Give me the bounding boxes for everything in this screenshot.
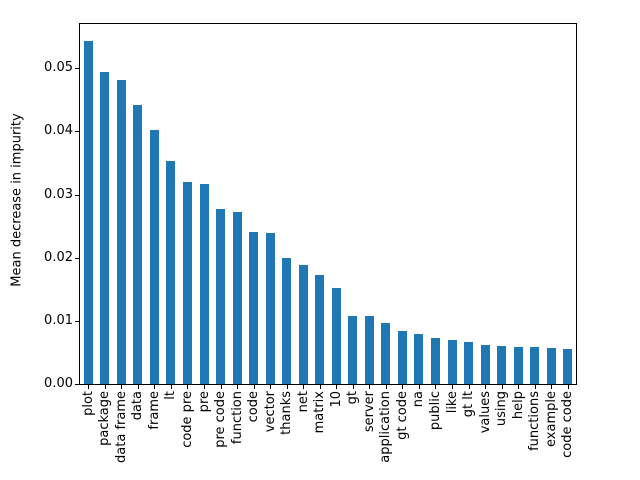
bar-matrix	[315, 275, 325, 384]
x-tick	[303, 385, 305, 389]
x-tick	[286, 385, 288, 389]
x-tick	[336, 385, 338, 389]
x-tick	[154, 385, 156, 389]
bar-package	[100, 72, 110, 384]
x-tick	[369, 385, 371, 389]
bar-pre-code	[216, 209, 226, 384]
y-tick	[75, 384, 79, 385]
bar-10	[331, 288, 341, 384]
y-tick-label: 0.00	[44, 376, 73, 391]
bar-pre	[199, 183, 209, 384]
bar-code-pre	[182, 181, 192, 384]
x-tick	[88, 385, 90, 389]
bar-frame	[149, 129, 159, 384]
bar-example	[546, 348, 556, 384]
y-tick	[75, 257, 79, 259]
x-tick	[204, 385, 205, 389]
bar-plot	[83, 41, 93, 384]
y-tick-label: 0.01	[44, 312, 73, 328]
x-tick	[534, 385, 536, 389]
x-tick	[501, 385, 503, 389]
x-tick	[104, 385, 106, 389]
y-tick-label: 0.03	[44, 186, 73, 202]
y-tick-label: 0.02	[44, 249, 73, 265]
bar-na	[414, 334, 424, 384]
bar-code-code	[563, 349, 573, 384]
bar-server	[364, 316, 374, 384]
y-tick	[75, 194, 79, 196]
y-tick	[75, 320, 79, 322]
bar-like	[447, 339, 457, 384]
x-tick	[352, 385, 354, 389]
x-tick	[121, 385, 123, 389]
x-tick	[402, 385, 404, 389]
x-tick	[253, 385, 255, 389]
y-tick	[75, 131, 79, 133]
x-tick	[452, 385, 453, 389]
bar-vector	[265, 233, 275, 384]
x-tick	[237, 385, 239, 389]
x-tick	[137, 385, 139, 389]
x-tick	[385, 385, 387, 389]
y-tick-label: 0.04	[44, 123, 73, 139]
x-tick	[551, 385, 553, 389]
x-tick	[270, 385, 272, 389]
bar-lt	[166, 161, 176, 384]
y-tick-label: 0.05	[44, 60, 73, 76]
x-tick	[187, 385, 189, 389]
bar-public	[430, 337, 440, 384]
x-tick	[518, 385, 520, 389]
bar-values	[480, 344, 490, 384]
bar-application	[381, 322, 391, 384]
x-tick	[468, 385, 470, 389]
x-tick	[170, 385, 172, 389]
x-tick	[319, 385, 321, 389]
bar-data	[133, 104, 143, 384]
bar-gt	[348, 315, 358, 384]
plot-area	[79, 23, 577, 385]
x-tick	[220, 385, 222, 389]
x-tick	[567, 385, 569, 389]
bar-gt-lt	[464, 342, 474, 384]
x-tick	[435, 385, 437, 389]
bar-data-frame	[116, 80, 126, 384]
bar-net	[298, 265, 308, 384]
bar-code	[249, 231, 259, 384]
bar-gt-code	[397, 330, 407, 384]
bar-functions	[530, 347, 540, 384]
bar-help	[513, 347, 523, 384]
y-tick	[75, 68, 79, 70]
bar-function	[232, 212, 242, 384]
x-tick	[418, 385, 420, 389]
bar-thanks	[282, 257, 292, 384]
bar-using	[497, 345, 507, 384]
x-tick	[485, 385, 487, 389]
